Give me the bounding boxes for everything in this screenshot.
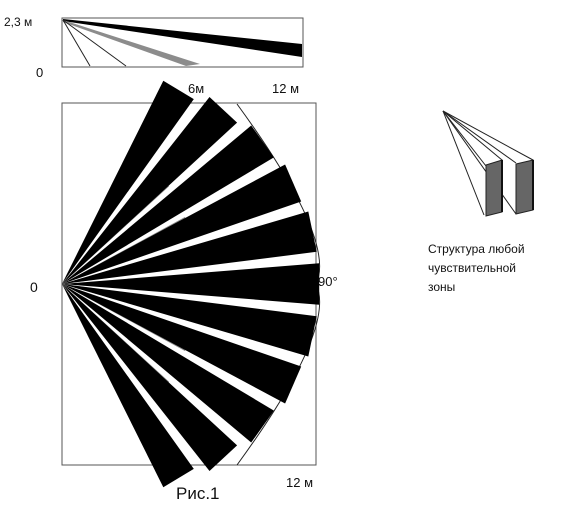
sensitive-zone [62, 284, 302, 404]
zone-structure-illustration [442, 110, 534, 217]
side-far-label: 12 м [272, 81, 299, 96]
zone-slab-left [485, 159, 503, 217]
sensitive-zone [62, 284, 238, 471]
side-mid-label: 6м [188, 81, 204, 96]
zone-ray [442, 110, 517, 215]
sensitive-zone [62, 263, 320, 305]
side-view-frame [61, 17, 304, 68]
side-near-ray-1 [62, 19, 127, 67]
sensitive-zone [62, 211, 317, 284]
zone-structure-line-1: Структура любой [428, 242, 525, 256]
zone-structure-caption: Структура любой чувствительной зоны [428, 240, 574, 297]
zone-ray [442, 110, 503, 161]
sensitive-zone [62, 284, 194, 488]
sensitive-zone [62, 284, 274, 443]
top-range-label: 12 м [286, 475, 313, 490]
zone-slab-right [515, 159, 534, 215]
sensitive-zone-fan [62, 80, 320, 488]
zone-ray [442, 110, 534, 161]
zone-ray [442, 110, 517, 164]
angle-label: 90° [318, 274, 338, 289]
side-mid-beam [63, 20, 200, 66]
sensitive-zone [62, 80, 194, 284]
side-height-label: 2,3 м [4, 15, 32, 29]
side-near-ray-2 [62, 19, 91, 67]
top-origin-label: 0 [30, 279, 38, 295]
sensitive-zone [62, 164, 302, 284]
sensitive-zone [62, 125, 274, 284]
side-origin-label: 0 [36, 65, 43, 80]
figure-caption: Рис.1 [176, 484, 220, 503]
zone-ray [442, 110, 487, 167]
zone-structure-line-3: зоны [428, 280, 456, 294]
zone-structure-line-2: чувствительной [428, 261, 516, 275]
side-view: 2,3 м 0 6м 12 м [4, 15, 304, 96]
zone-ray [442, 110, 485, 216]
sensitive-zone [62, 97, 238, 284]
sensitive-zone [62, 284, 317, 357]
side-far-beam [63, 19, 302, 57]
top-view: 0 90° 12 м [30, 80, 338, 490]
